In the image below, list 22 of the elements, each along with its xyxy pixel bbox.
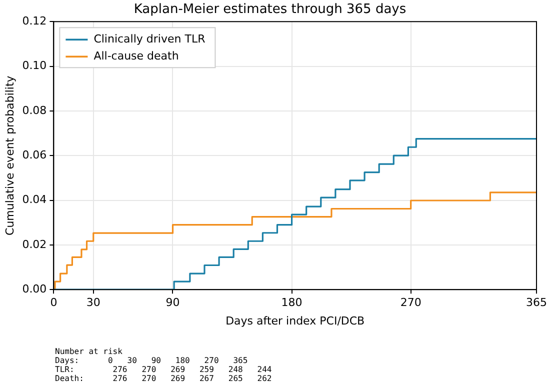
- x-tick-label: 365: [526, 296, 547, 310]
- y-tick-label: 0.02: [22, 238, 47, 251]
- y-tick-label: 0.12: [22, 14, 47, 28]
- text: TLR: 276 270 269 259 248 244: [55, 365, 272, 374]
- legend-label: Clinically driven TLR: [94, 32, 206, 46]
- x-tick-label: 180: [281, 296, 302, 310]
- x-tick-label: 90: [166, 296, 180, 310]
- x-tick-label: 30: [86, 296, 100, 310]
- legend-label: All-cause death: [94, 49, 179, 62]
- y-tick-label: 0.08: [22, 104, 47, 117]
- text: Days: 0 30 90 180 270 365: [55, 356, 248, 365]
- chart-title: Kaplan-Meier estimates through 365 days: [134, 2, 406, 18]
- x-tick-label: 0: [50, 296, 58, 310]
- y-tick-label: 0.04: [22, 193, 47, 206]
- x-tick-label: 270: [400, 296, 422, 310]
- x-axis-title: Days after index PCI/DCB: [226, 314, 365, 328]
- text: Number at risk: [55, 347, 122, 356]
- y-tick-label: 0.10: [22, 59, 47, 72]
- y-axis-title: Cumulative event probability: [3, 75, 16, 236]
- text: Death: 276 270 269 267 265 262: [55, 374, 272, 383]
- y-tick-label: 0.06: [22, 148, 47, 162]
- y-tick-label: 0.00: [22, 282, 47, 296]
